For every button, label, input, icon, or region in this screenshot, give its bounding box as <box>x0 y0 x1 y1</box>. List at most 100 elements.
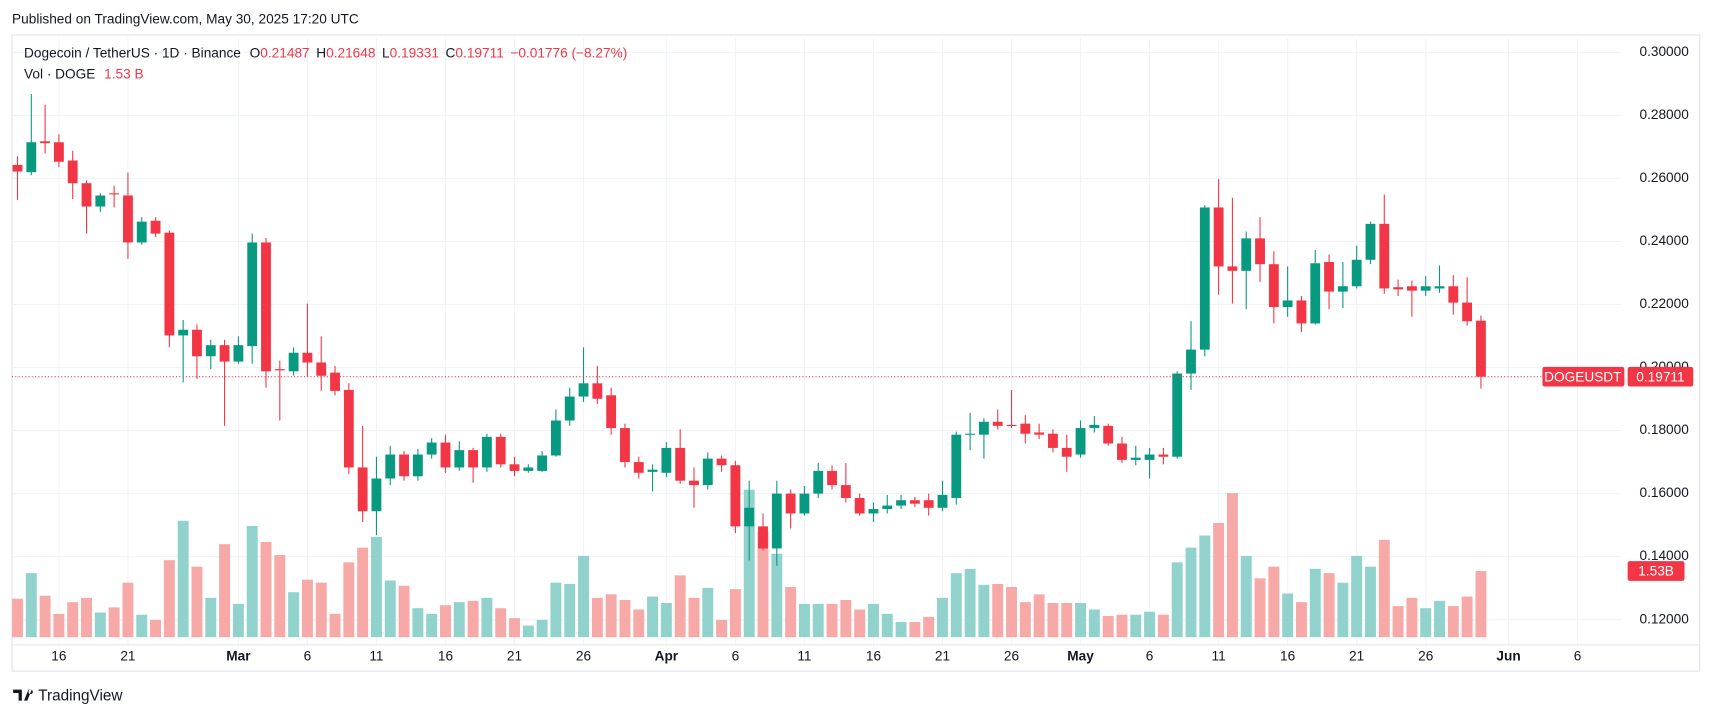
candle-body <box>481 436 492 468</box>
volume-bar <box>1475 571 1487 638</box>
ohlc-value: 0.19331 <box>390 45 439 60</box>
volume-bar <box>301 579 313 638</box>
ohlc-label: L <box>382 45 390 60</box>
x-tick-label: Apr <box>655 648 679 663</box>
volume-bar <box>315 582 327 638</box>
y-tick-label: 0.16000 <box>1639 485 1689 500</box>
volume-bar <box>1365 566 1376 638</box>
volume-bar <box>1171 562 1183 638</box>
volume-bar <box>219 544 231 638</box>
candle-body <box>1476 320 1486 377</box>
candle-body <box>1324 261 1334 292</box>
ohlc-label: O <box>250 45 261 60</box>
candle-body <box>1186 349 1196 374</box>
candle-body <box>261 242 271 372</box>
volume-bar <box>826 603 838 638</box>
candle-body <box>923 500 934 508</box>
ohlc-value: 0.21487 <box>260 45 309 60</box>
volume-bar <box>1282 593 1294 638</box>
volume-bar <box>798 603 810 638</box>
ohlc-label: H <box>316 45 326 60</box>
volume-bar <box>232 603 244 638</box>
volume-bar <box>895 622 907 638</box>
volume-bar <box>1295 602 1307 638</box>
volume-bar <box>840 599 852 638</box>
legend-line: Dogecoin / TetherUS · 1D · Binance O0.214… <box>24 45 627 60</box>
candle-body <box>1282 300 1293 308</box>
candle-body <box>178 329 189 336</box>
candle-body <box>1213 207 1224 267</box>
candle-body <box>219 345 230 362</box>
volume-badge-bg <box>1627 561 1685 581</box>
volume-bar <box>205 597 217 638</box>
volume-bar <box>660 603 672 638</box>
candle-body <box>1448 286 1459 303</box>
candle-body <box>164 232 175 336</box>
candle-body <box>785 493 796 514</box>
candle-body <box>758 526 768 549</box>
candles <box>12 94 1486 566</box>
volume-bar <box>1392 606 1404 638</box>
volume-bar <box>481 597 493 638</box>
volume-bar <box>453 602 465 638</box>
volume-bar <box>1006 587 1017 638</box>
volume-bar <box>191 566 203 638</box>
candle-body <box>661 447 672 473</box>
candle-body <box>1406 286 1417 291</box>
volume-bar <box>619 599 631 638</box>
volume-bar <box>1420 608 1432 638</box>
candle-body <box>909 500 920 504</box>
logo-icon <box>13 689 33 701</box>
volume-bar <box>1337 582 1349 638</box>
y-tick-label: 0.14000 <box>1639 548 1689 563</box>
legend-title: Dogecoin / TetherUS · 1D · Binance <box>24 45 241 60</box>
candle-body <box>330 372 340 391</box>
candle-body <box>426 442 437 455</box>
volume-bar <box>702 587 714 638</box>
x-tick-label: 11 <box>1212 648 1226 663</box>
volume-bar <box>163 560 175 638</box>
x-tick-label: 6 <box>732 648 740 663</box>
y-tick-label: 0.22000 <box>1639 296 1689 311</box>
candle-body <box>854 498 865 514</box>
candle-body <box>1172 373 1183 457</box>
x-tick-label: 21 <box>1349 648 1364 663</box>
volume-bar <box>757 531 769 638</box>
volume-bar <box>536 619 548 638</box>
volume-bar <box>1226 493 1238 638</box>
volume-bar <box>343 562 355 638</box>
x-tick-label: May <box>1067 648 1094 663</box>
volume-bar <box>53 613 65 638</box>
x-tick-label: 6 <box>1574 648 1582 663</box>
volume-bar <box>564 583 576 638</box>
candle-body <box>1296 300 1307 324</box>
candle-body <box>606 395 617 429</box>
volume-bar <box>522 625 534 638</box>
candle-body <box>1337 286 1348 292</box>
candle-body <box>1020 423 1031 434</box>
volume-bar <box>398 585 410 638</box>
volume-bar <box>854 609 866 638</box>
volume-legend: Vol · DOGE 1.53 B <box>24 66 144 81</box>
candle-body <box>1144 454 1155 460</box>
candle-body <box>1379 223 1390 289</box>
volume-bar <box>1144 611 1156 638</box>
candle-body <box>1420 286 1431 291</box>
volume-bar <box>1185 547 1197 638</box>
candle-body <box>716 458 727 466</box>
volume-bar <box>384 580 396 638</box>
candle-body <box>1061 447 1072 457</box>
candle-body <box>523 467 534 471</box>
x-tick-label: Mar <box>226 648 251 663</box>
candle-body <box>1227 266 1238 271</box>
volume-bar <box>1047 603 1059 638</box>
candle-body <box>882 505 893 510</box>
chart-frame <box>11 34 1701 672</box>
volume-bar <box>467 600 479 638</box>
candle-body <box>1393 287 1404 290</box>
x-tick-label: Jun <box>1496 648 1520 663</box>
volume-bar <box>1268 566 1280 638</box>
candle-body <box>1117 443 1127 460</box>
candle-body <box>868 509 879 514</box>
volume-bar <box>1323 573 1335 638</box>
